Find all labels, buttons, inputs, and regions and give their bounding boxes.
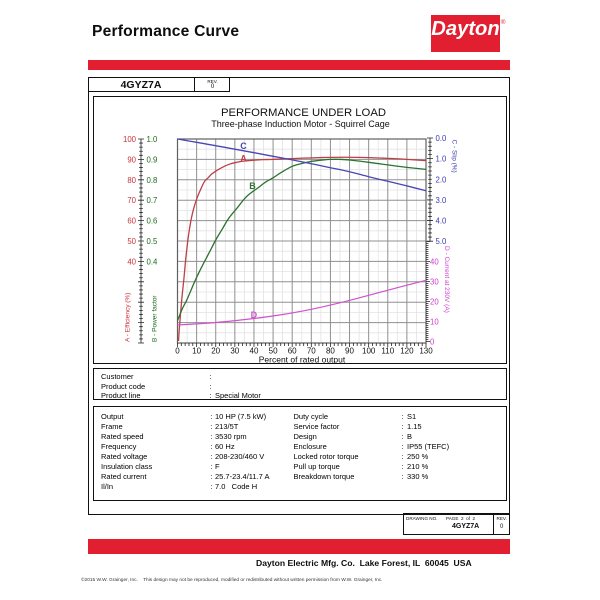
svg-text:90: 90: [345, 346, 354, 355]
svg-text:4.0: 4.0: [435, 216, 447, 225]
svg-text:PERFORMANCE UNDER LOAD: PERFORMANCE UNDER LOAD: [220, 107, 385, 119]
svg-text:80: 80: [127, 175, 136, 184]
svg-text:110: 110: [381, 346, 394, 355]
svg-text:1.0: 1.0: [435, 154, 447, 163]
svg-text:50: 50: [127, 237, 136, 246]
svg-text:120: 120: [400, 346, 414, 355]
svg-text:0.9: 0.9: [146, 155, 157, 164]
svg-text:0.8: 0.8: [146, 175, 157, 184]
svg-text:50: 50: [268, 346, 277, 355]
svg-text:5.0: 5.0: [435, 237, 447, 246]
svg-text:40: 40: [430, 257, 439, 266]
svg-text:70: 70: [127, 196, 136, 205]
svg-text:30: 30: [430, 277, 439, 286]
svg-text:60: 60: [127, 216, 136, 225]
svg-text:0.4: 0.4: [146, 257, 158, 266]
svg-text:0.7: 0.7: [146, 196, 157, 205]
svg-text:B: B: [249, 181, 256, 191]
svg-text:10: 10: [192, 346, 201, 355]
svg-text:0: 0: [430, 337, 435, 346]
svg-text:100: 100: [362, 346, 376, 355]
svg-text:60: 60: [287, 346, 296, 355]
svg-text:C: C: [240, 141, 247, 151]
svg-text:A: A: [240, 153, 247, 163]
svg-text:0.6: 0.6: [146, 216, 157, 225]
svg-text:D - Current at 230V (A): D - Current at 230V (A): [443, 246, 450, 313]
svg-text:0: 0: [175, 346, 180, 355]
svg-text:10: 10: [430, 317, 439, 326]
svg-text:A - Efficiency (%): A - Efficiency (%): [124, 292, 131, 341]
svg-text:100: 100: [122, 135, 136, 144]
svg-text:Three-phase Induction Motor -: Three-phase Induction Motor - Squirrel C…: [211, 118, 390, 128]
svg-text:20: 20: [211, 346, 220, 355]
svg-text:90: 90: [127, 155, 136, 164]
svg-text:0.0: 0.0: [435, 134, 447, 143]
svg-text:70: 70: [306, 346, 315, 355]
svg-text:20: 20: [430, 297, 439, 306]
svg-text:40: 40: [127, 257, 136, 266]
svg-text:40: 40: [249, 346, 258, 355]
svg-text:C - Slip (%): C - Slip (%): [450, 139, 457, 172]
svg-text:B - Power factor: B - Power factor: [151, 294, 158, 341]
svg-text:D: D: [250, 310, 257, 320]
svg-text:1.0: 1.0: [146, 135, 158, 144]
svg-text:3.0: 3.0: [435, 195, 447, 204]
svg-text:2.0: 2.0: [435, 175, 447, 184]
svg-text:Percent of rated output: Percent of rated output: [258, 354, 345, 364]
svg-text:0.5: 0.5: [146, 237, 158, 246]
svg-text:80: 80: [325, 346, 334, 355]
svg-text:130: 130: [419, 346, 433, 355]
svg-text:30: 30: [230, 346, 239, 355]
